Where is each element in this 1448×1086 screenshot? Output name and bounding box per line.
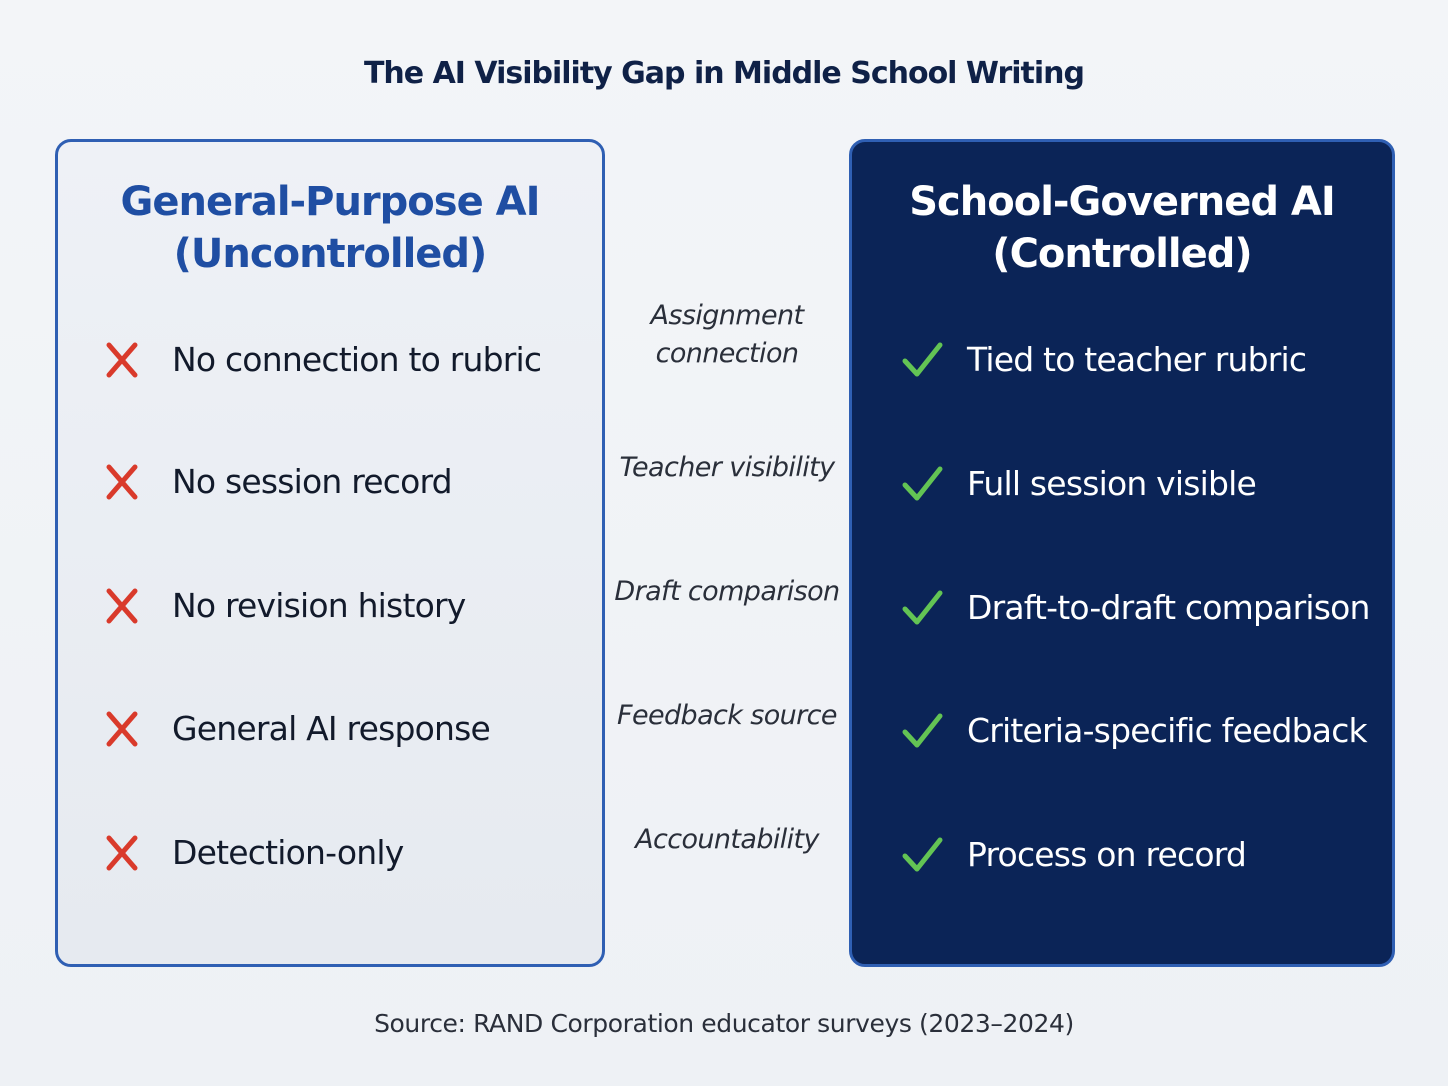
page-title: The AI Visibility Gap in Middle School W… [363, 56, 1085, 91]
criterion-label-line1: Draft comparison [614, 576, 840, 607]
right-panel-heading-line2: (Controlled) [992, 231, 1252, 277]
x-mark-icon [106, 464, 138, 500]
left-panel-heading-line1: General-Purpose AI [120, 179, 541, 225]
right-list-item: Process on record [852, 825, 1392, 885]
criterion-label: Accountability [606, 821, 848, 859]
right-list-item: Draft-to-draft comparison [852, 578, 1392, 638]
left-list-item-label: Detection-only [172, 833, 404, 872]
right-panel-heading: School-Governed AI (Controlled) [852, 176, 1392, 280]
check-mark-icon [902, 466, 943, 501]
criterion-label-line1: Feedback source [617, 700, 838, 731]
check-mark-icon [902, 713, 943, 748]
left-list-item-label: No revision history [172, 586, 466, 625]
criterion-label-line1: Teacher visibility [619, 452, 835, 483]
right-list-item: Tied to teacher rubric [852, 330, 1392, 390]
source-note: Source: RAND Corporation educator survey… [374, 1009, 1074, 1038]
x-mark-icon [106, 588, 138, 624]
general-purpose-ai-panel: General-Purpose AI (Uncontrolled) No con… [55, 139, 605, 967]
left-list-item-label: General AI response [172, 709, 491, 748]
left-list-item: Detection-only [58, 823, 602, 883]
right-list-item-label: Process on record [967, 835, 1247, 874]
check-mark-icon [902, 590, 943, 625]
criterion-label-line2: connection [655, 338, 799, 369]
x-mark-icon [106, 342, 138, 378]
criterion-label-line1: Accountability [635, 824, 819, 855]
criterion-label-line1: Assignment [650, 300, 805, 331]
right-list-item: Criteria-specific feedback [852, 701, 1392, 761]
left-list-item: General AI response [58, 699, 602, 759]
criterion-label: Feedback source [606, 697, 848, 735]
right-list-item-label: Full session visible [967, 464, 1257, 503]
left-panel-heading: General-Purpose AI (Uncontrolled) [58, 176, 602, 280]
check-mark-icon [902, 837, 943, 872]
left-panel-heading-line2: (Uncontrolled) [173, 231, 488, 277]
right-list-item-label: Tied to teacher rubric [967, 340, 1307, 379]
left-list-item-label: No session record [172, 462, 453, 501]
right-panel-heading-line1: School-Governed AI [909, 179, 1336, 225]
criterion-label: Teacher visibility [606, 449, 848, 487]
right-list-item-label: Draft-to-draft comparison [967, 588, 1370, 627]
school-governed-ai-panel: School-Governed AI (Controlled) Tied to … [849, 139, 1395, 967]
criterion-label: Assignment connection [606, 297, 848, 373]
left-list-item: No revision history [58, 576, 602, 636]
check-mark-icon [902, 342, 943, 377]
x-mark-icon [106, 835, 138, 871]
left-list-item: No session record [58, 452, 602, 512]
right-list-item-label: Criteria-specific feedback [967, 711, 1368, 750]
left-list-item: No connection to rubric [58, 330, 602, 390]
right-list-item: Full session visible [852, 454, 1392, 514]
criterion-label: Draft comparison [606, 573, 848, 611]
x-mark-icon [106, 711, 138, 747]
left-list-item-label: No connection to rubric [172, 340, 542, 379]
